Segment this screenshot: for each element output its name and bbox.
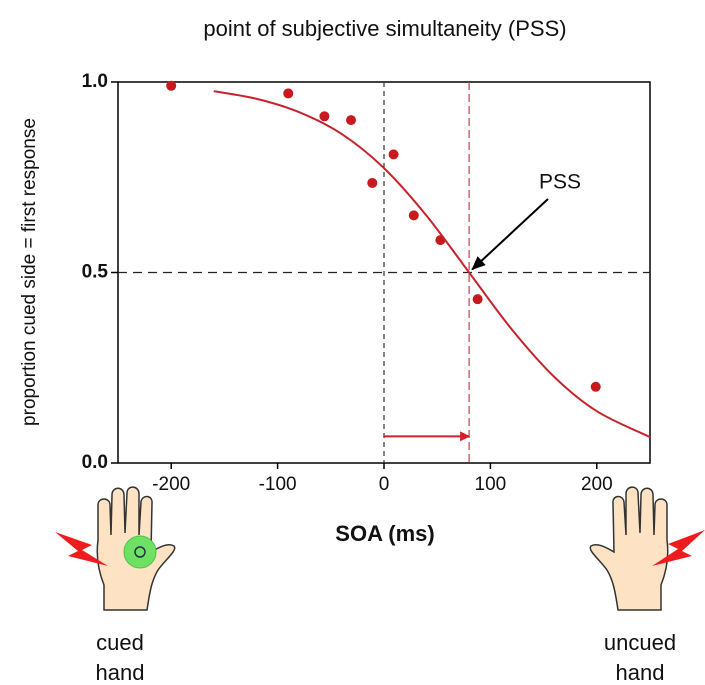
x-tick-label: -200 (152, 474, 190, 495)
stimulus-bolt (55, 532, 108, 566)
stimulus-bolt (652, 530, 705, 566)
fit-curve (213, 90, 651, 438)
hand-label: cued hand (95, 630, 145, 685)
data-point (408, 210, 419, 221)
hand-label: uncued hand (603, 630, 677, 685)
x-tick-label: -100 (259, 474, 297, 495)
data-point (388, 149, 399, 160)
x-tick-label: 100 (475, 474, 507, 495)
hand-icon (589, 486, 669, 611)
y-tick-label: 0.5 (82, 262, 109, 283)
data-point (283, 88, 294, 99)
x-axis-label: SOA (ms) (335, 521, 434, 546)
data-point (472, 294, 483, 305)
annotation-arrow (471, 198, 549, 271)
data-point (590, 381, 601, 392)
data-point (319, 111, 330, 122)
chart-title: point of subjective simultaneity (PSS) (203, 16, 566, 41)
x-tick-label: 200 (581, 474, 613, 495)
y-tick-label: 0.0 (82, 452, 108, 473)
data-point (166, 80, 177, 91)
cue-ring (134, 546, 146, 558)
data-point (346, 115, 357, 126)
annotation: PSS (539, 171, 581, 194)
data-point (367, 177, 378, 188)
y-tick-label: 1.0 (82, 71, 108, 92)
y-axis-label: proportion cued side = first response (19, 118, 40, 426)
cue-spot (123, 535, 157, 569)
x-tick-label: 0 (379, 474, 390, 495)
